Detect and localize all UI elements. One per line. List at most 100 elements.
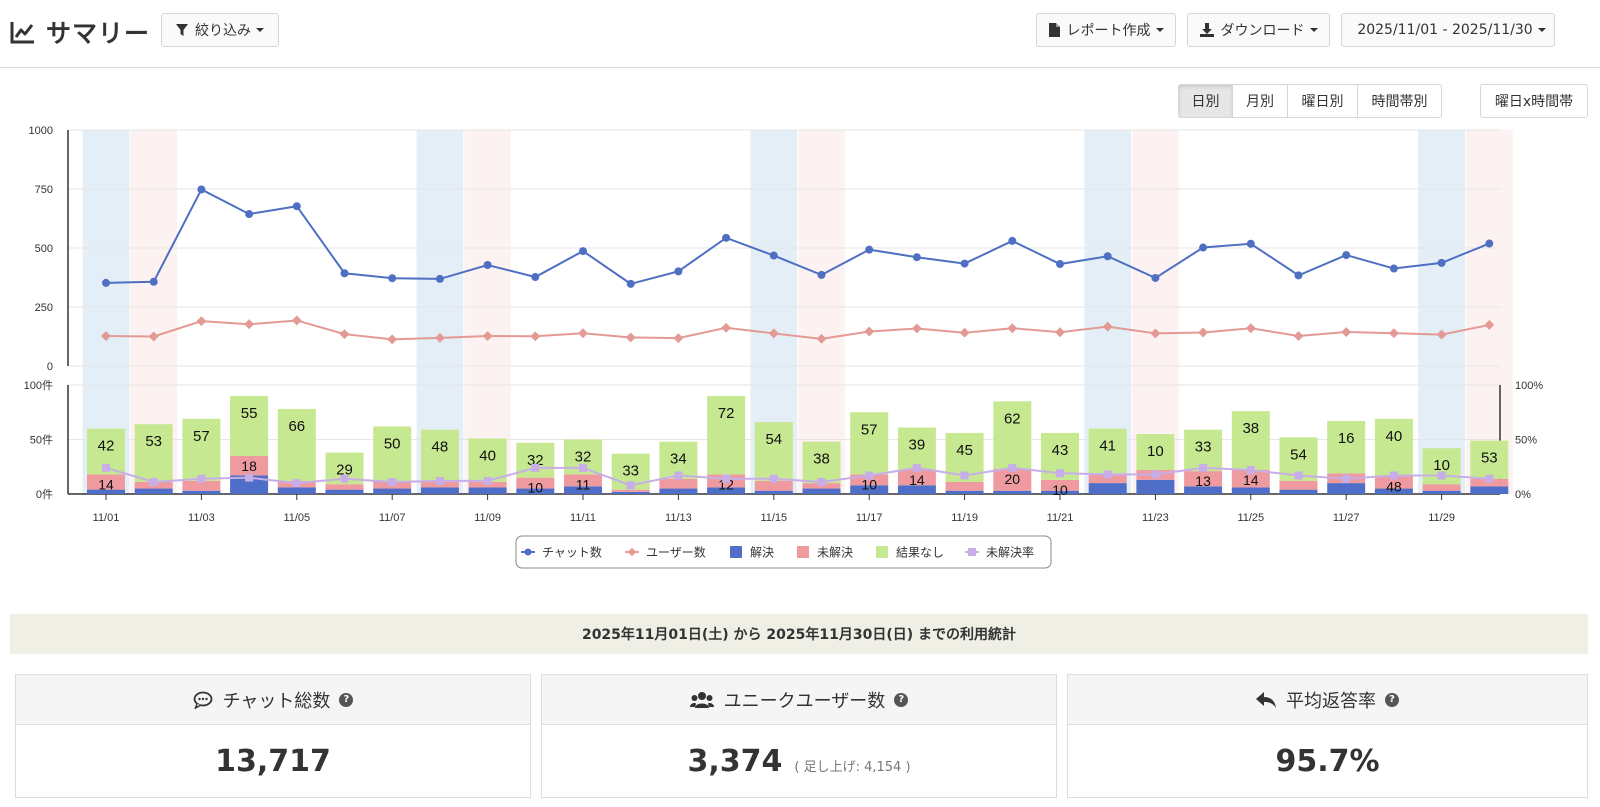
rate-point (245, 473, 254, 482)
stats-banner: 2025年11月01日(土) から 2025年11月30日(日) までの利用統計 (10, 614, 1588, 654)
legend-swatch (730, 546, 742, 558)
bar-label: 40 (479, 447, 496, 464)
series-point (1198, 327, 1209, 338)
download-button[interactable]: ダウンロード (1187, 13, 1330, 47)
tab-weekday[interactable]: 曜日別 (1287, 84, 1358, 118)
bar-label: 29 (336, 462, 353, 479)
bar-segment-解決 (1136, 479, 1175, 494)
bar-segment-未解決 (1422, 484, 1461, 491)
x-tick-label: 11/19 (951, 512, 978, 524)
weekend-band (1132, 130, 1179, 494)
rate-point (626, 481, 635, 490)
bar-segment-解決 (897, 485, 936, 494)
bar-segment-結果なし (1231, 411, 1270, 471)
bar-segment-解決 (87, 489, 125, 494)
bar-label: 48 (432, 439, 449, 456)
card-unique-users: ユニークユーザー数 ? 3,374 ( 足し上げ: 4,154 ) (541, 674, 1057, 798)
weekend-band (1418, 130, 1465, 494)
card-label: ユニークユーザー数 (723, 690, 886, 712)
bar-label: 10 (1147, 443, 1164, 460)
bar-segment-結果なし (134, 424, 173, 483)
series-point (1389, 264, 1398, 273)
bar-segment-解決 (1231, 487, 1270, 494)
bar-segment-未解決 (611, 489, 650, 492)
x-tick-label: 11/29 (1428, 512, 1455, 524)
series-point (817, 270, 826, 279)
bar-label: 10 (1433, 457, 1450, 474)
bar-label: 55 (241, 405, 258, 422)
bar-segment-結果なし (277, 408, 316, 481)
rate-point (674, 471, 683, 480)
tab-time[interactable]: 時間帯別 (1357, 84, 1442, 118)
rate-point (1246, 466, 1255, 475)
rate-point (292, 479, 301, 488)
tab-monthly[interactable]: 月別 (1232, 84, 1288, 118)
rate-point (865, 471, 874, 480)
bar-segment-結果なし (754, 422, 793, 481)
legend-label: 結果なし (896, 546, 944, 560)
date-range-picker[interactable]: 2025/11/01 - 2025/11/30 (1341, 13, 1555, 47)
rate-point (388, 478, 397, 487)
series-point (626, 279, 635, 288)
bar-segment-未解決 (325, 484, 364, 490)
bar-segment-解決 (1422, 490, 1461, 494)
line-chart-icon (10, 22, 34, 44)
rate-point (817, 478, 826, 487)
series-point (1293, 331, 1304, 341)
card-label: チャット総数 (222, 690, 331, 712)
rate-point (1103, 470, 1112, 479)
legend-swatch (876, 546, 888, 558)
report-button[interactable]: レポート作成 (1036, 13, 1176, 47)
series-point (768, 328, 779, 339)
series-point (673, 333, 684, 344)
series-point (388, 274, 397, 283)
rate-point (769, 474, 778, 483)
bar-segment-結果なし (802, 441, 841, 484)
y-tick-label: 50件 (30, 434, 53, 447)
legend-label: ユーザー数 (646, 545, 706, 560)
download-button-label: ダウンロード (1220, 23, 1305, 39)
top-bar: サマリー 絞り込み レポート作成 ダウンロード 2025/11/01 - 202… (0, 0, 1600, 68)
bar-label: 53 (145, 433, 162, 450)
bar-segment-未解決 (1041, 479, 1079, 491)
bar-segment-未解決 (1231, 470, 1270, 488)
card-header: ユニークユーザー数 ? (542, 675, 1056, 725)
tab-daily[interactable]: 日別 (1178, 84, 1233, 118)
help-icon[interactable]: ? (339, 692, 354, 707)
bar-segment-解決 (182, 490, 221, 494)
title-area: サマリー (10, 14, 150, 50)
series-point (865, 245, 874, 254)
help-icon[interactable]: ? (1385, 692, 1399, 707)
help-icon[interactable]: ? (894, 692, 909, 707)
users-icon (689, 691, 714, 708)
series-point (1150, 328, 1161, 339)
series-point (101, 331, 111, 341)
series-point (102, 278, 110, 287)
bar-label: 57 (193, 428, 210, 445)
series-point (1484, 319, 1495, 330)
rate-point (579, 463, 587, 472)
card-total-chats: チャット総数 ? 13,717 (15, 674, 531, 798)
bar-segment-結果なし (707, 395, 746, 475)
filter-icon (176, 23, 188, 36)
tab-weekday-time[interactable]: 曜日x時間帯 (1480, 84, 1588, 118)
bar-label: 39 (909, 437, 926, 454)
unique-users-sum: ( 足し上げ: 4,154 ) (794, 759, 911, 775)
bar-label: 66 (288, 418, 305, 435)
series-point (1056, 260, 1064, 269)
series-point (959, 327, 970, 338)
series-point (674, 267, 683, 276)
filter-button[interactable]: 絞り込み (161, 13, 279, 47)
rate-point (1294, 471, 1303, 480)
legend-label: チャット数 (542, 545, 602, 560)
bar-segment-未解決 (850, 474, 889, 486)
series-point (387, 334, 398, 345)
chat-bubble-icon (193, 691, 212, 709)
bar-segment-解決 (1374, 488, 1413, 494)
y-tick-label: 0件 (36, 488, 53, 501)
bar-segment-結果なし (1374, 418, 1413, 477)
series-point (912, 253, 921, 262)
series-point (721, 322, 732, 333)
legend-swatch-marker (524, 548, 532, 556)
card-reply-rate: 平均返答率 ? 95.7% (1067, 674, 1588, 798)
